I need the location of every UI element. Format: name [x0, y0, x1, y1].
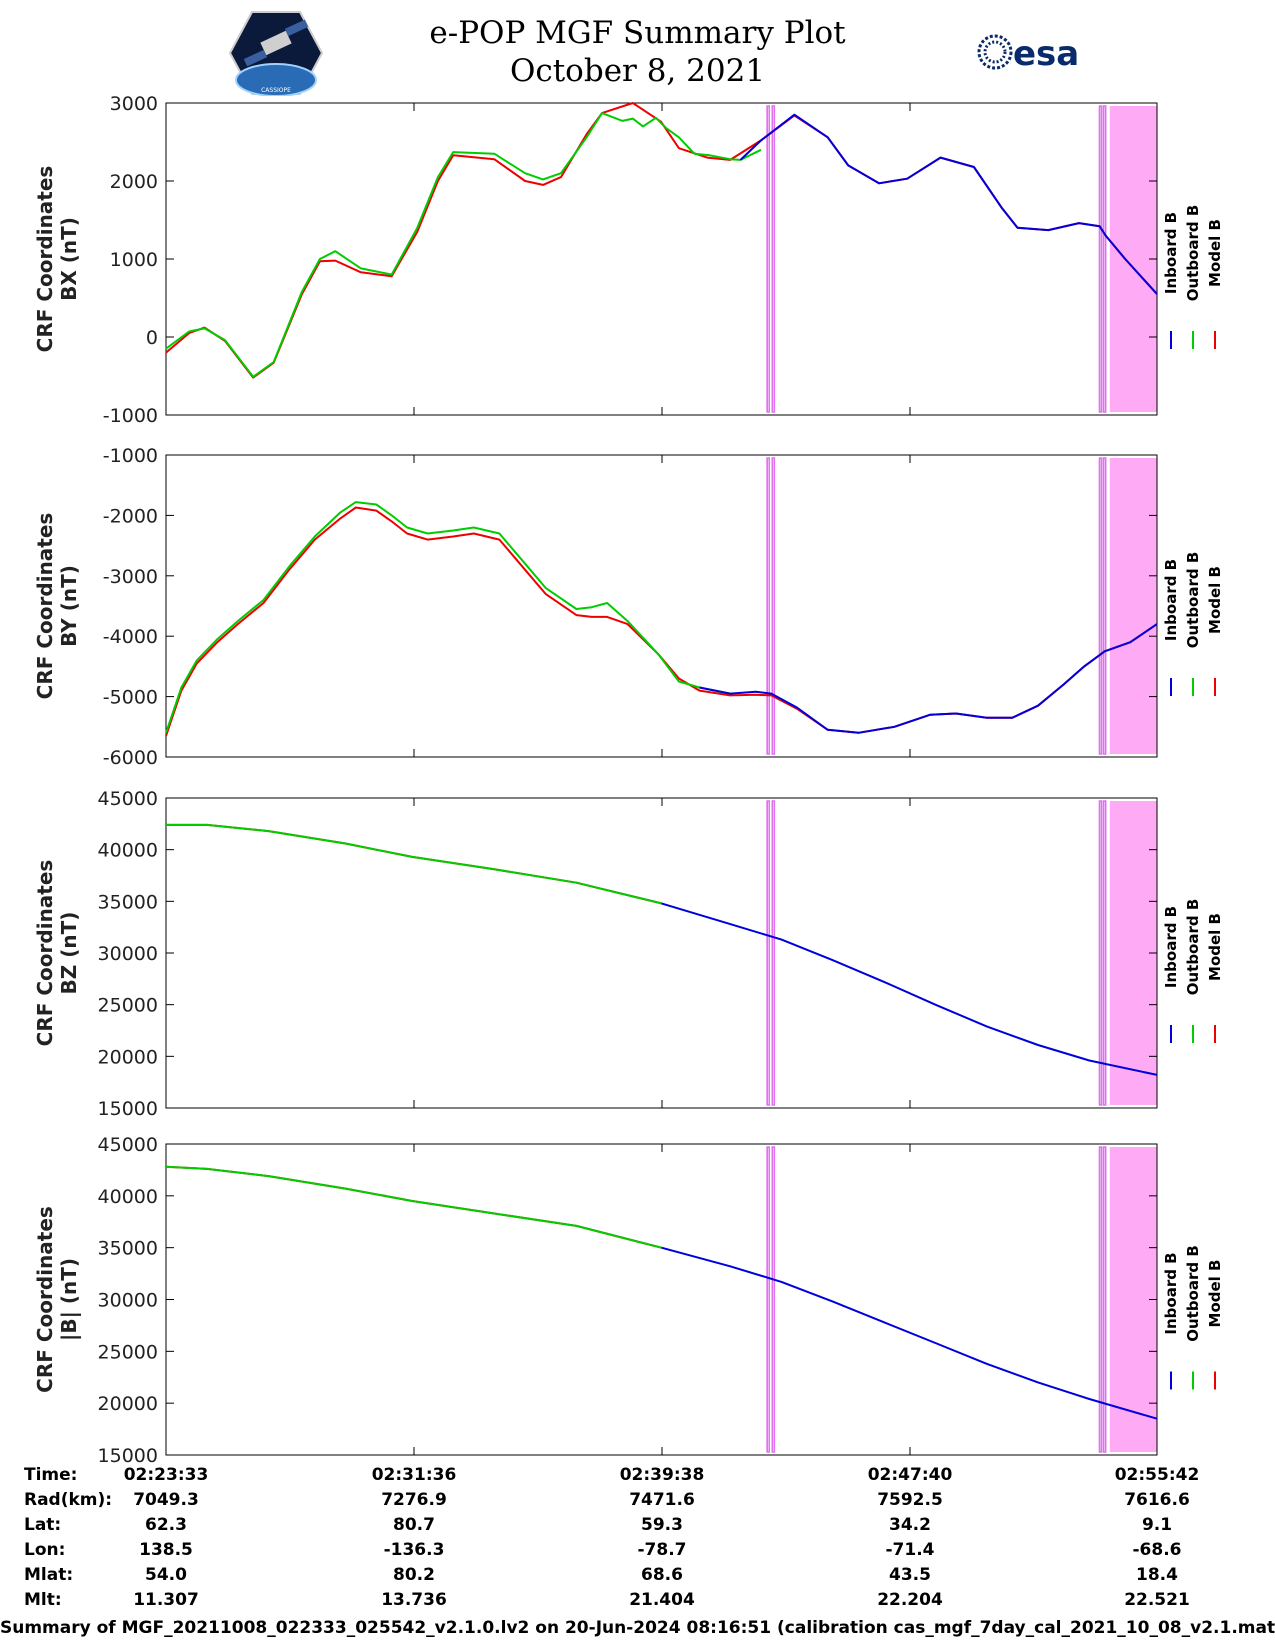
y-tick-label: 20000	[98, 1393, 158, 1415]
legend-entry: Outboard B	[1184, 205, 1202, 302]
series-line-model	[165, 102, 1158, 379]
y-tick-label: 1000	[110, 249, 158, 271]
y-tick-label: 35000	[98, 891, 158, 913]
series-line-outboard	[165, 501, 731, 734]
series-line-outboard	[165, 1165, 662, 1249]
y-tick-label: 20000	[98, 1046, 158, 1068]
y-tick-label: -1000	[103, 405, 158, 427]
chart-panel-1: 3000 2000 1000 0 -1000 CRF CoordinatesBX (nT)…	[33, 93, 1224, 427]
y-tick-label: -6000	[103, 747, 158, 769]
y-axis-label: CRF CoordinatesBX (nT)	[33, 166, 81, 353]
legend-entry: Inboard B	[1162, 1252, 1180, 1334]
series-line-inboard	[739, 113, 1158, 295]
series-line-outboard	[166, 823, 662, 905]
series-line-inboard	[661, 1246, 1158, 1420]
title-line-1: e-POP MGF Summary Plot	[429, 15, 846, 51]
y-tick-label: 30000	[98, 943, 158, 965]
esa-logo: esa	[977, 34, 1079, 74]
legend-entry: Model B	[1206, 219, 1224, 287]
y-tick-label: 40000	[98, 1186, 158, 1208]
series-line-inboard	[661, 902, 1158, 1076]
cassiope-logo: CASSIOPE	[228, 11, 324, 96]
chart-panel-4: 45000 40000 35000 30000 25000 20000 15000 CRF C…	[33, 1134, 1224, 1467]
chart-panel-3: 45000 40000 35000 30000 25000 20000 15000 CRF C…	[33, 788, 1224, 1120]
series-line-model	[165, 1165, 662, 1249]
plot-frame	[165, 102, 1158, 416]
y-tick-label: 15000	[98, 1098, 158, 1120]
y-tick-label: -4000	[103, 626, 158, 648]
legend-entry: Outboard B	[1184, 1245, 1202, 1342]
legend-entry: Outboard B	[1184, 552, 1202, 649]
y-tick-label: 45000	[98, 788, 158, 810]
legend-entry: Model B	[1206, 1260, 1224, 1328]
shaded-span	[1109, 458, 1157, 754]
y-tick-label: 30000	[98, 1290, 158, 1312]
y-axis-label: CRF CoordinatesBY (nT)	[33, 513, 81, 700]
y-tick-label: -2000	[103, 505, 158, 527]
y-tick-label: 25000	[98, 995, 158, 1017]
y-tick-label: 35000	[98, 1238, 158, 1260]
legend-entry: Inboard B	[1162, 906, 1180, 988]
plot-title: e-POP MGF Summary Plot October 8, 2021	[0, 14, 1275, 90]
plot-frame	[165, 1143, 1158, 1456]
y-tick-label: -5000	[103, 687, 158, 709]
y-tick-label: -3000	[103, 566, 158, 588]
footer-caption: Summary of MGF_20211008_022333_025542_v2…	[0, 1618, 1275, 1638]
series-line-inboard	[699, 623, 1158, 734]
series-line-model	[165, 506, 1158, 737]
y-tick-label: 40000	[98, 840, 158, 862]
y-axis-label: CRF CoordinatesBZ (nT)	[33, 860, 81, 1047]
plot-frame	[165, 454, 1158, 758]
y-tick-label: -1000	[103, 445, 158, 467]
chart-panel-2: -1000 -2000 -3000 -4000 -5000 -6000 CRF Coordi…	[33, 445, 1224, 769]
y-axis-label: CRF Coordinates|B| (nT)	[33, 1206, 81, 1393]
legend-entry: Inboard B	[1162, 559, 1180, 641]
esa-logo-text: esa	[1013, 34, 1079, 74]
y-tick-label: 15000	[98, 1445, 158, 1467]
series-line-model	[166, 823, 662, 905]
y-tick-label: 2000	[110, 171, 158, 193]
legend-entry: Model B	[1206, 566, 1224, 634]
series-line-outboard	[165, 112, 762, 378]
y-tick-label: 3000	[110, 93, 158, 115]
y-tick-label: 45000	[98, 1134, 158, 1156]
legend-entry: Outboard B	[1184, 899, 1202, 996]
cassiope-logo-text: CASSIOPE	[261, 87, 291, 94]
legend-entry: Model B	[1206, 913, 1224, 981]
plot-frame	[165, 797, 1158, 1109]
y-tick-label: 25000	[98, 1341, 158, 1363]
title-line-2: October 8, 2021	[509, 53, 766, 89]
legend-entry: Inboard B	[1162, 212, 1180, 294]
y-tick-label: 0	[146, 327, 158, 349]
